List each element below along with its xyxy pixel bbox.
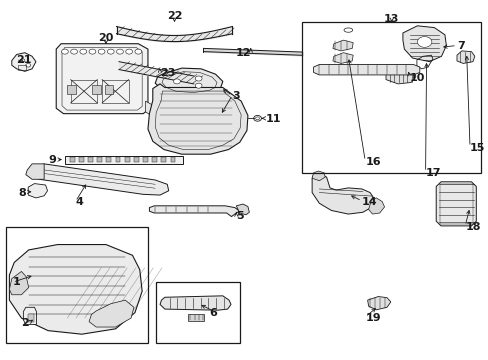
Circle shape: [98, 49, 105, 54]
Circle shape: [26, 63, 31, 67]
Bar: [88, 157, 93, 162]
Bar: [28, 315, 34, 322]
Bar: [161, 157, 166, 162]
Text: 4: 4: [75, 197, 83, 207]
Bar: [134, 157, 139, 162]
Bar: [71, 80, 97, 103]
Polygon shape: [368, 198, 384, 214]
Text: 14: 14: [361, 197, 377, 207]
Polygon shape: [367, 297, 390, 310]
Text: 1: 1: [13, 277, 20, 287]
Polygon shape: [236, 204, 249, 215]
Circle shape: [80, 49, 86, 54]
Polygon shape: [56, 44, 148, 114]
Polygon shape: [9, 271, 29, 295]
Polygon shape: [89, 300, 134, 327]
Text: 2: 2: [21, 319, 29, 328]
Bar: [102, 80, 128, 103]
Polygon shape: [9, 244, 142, 334]
Polygon shape: [28, 184, 47, 198]
Bar: [6, 226, 148, 343]
Text: 15: 15: [469, 143, 485, 153]
Polygon shape: [160, 296, 230, 310]
Bar: [92, 85, 101, 94]
Bar: [439, 184, 472, 224]
Text: 16: 16: [365, 157, 380, 167]
Polygon shape: [311, 171, 325, 181]
Text: 23: 23: [160, 68, 175, 78]
Text: 20: 20: [98, 33, 113, 43]
Bar: [115, 157, 120, 162]
Polygon shape: [456, 51, 474, 63]
Bar: [65, 156, 183, 164]
Polygon shape: [332, 40, 352, 51]
Bar: [152, 157, 157, 162]
Polygon shape: [26, 164, 44, 179]
Polygon shape: [148, 84, 247, 154]
Circle shape: [195, 76, 202, 81]
Text: 18: 18: [464, 222, 480, 231]
Circle shape: [20, 59, 25, 62]
Text: 8: 8: [18, 188, 26, 198]
Circle shape: [116, 49, 123, 54]
Polygon shape: [435, 182, 475, 226]
Bar: [67, 85, 75, 94]
Text: 7: 7: [456, 41, 464, 50]
Circle shape: [195, 83, 202, 88]
Text: 6: 6: [209, 308, 217, 318]
Text: 9: 9: [48, 155, 56, 165]
Bar: [104, 85, 113, 94]
Polygon shape: [31, 164, 168, 195]
Circle shape: [135, 49, 142, 54]
Polygon shape: [149, 206, 239, 217]
Bar: [170, 157, 175, 162]
Circle shape: [89, 49, 96, 54]
Bar: [187, 315, 204, 321]
Text: 17: 17: [425, 168, 440, 178]
Polygon shape: [313, 64, 419, 75]
Bar: [18, 64, 26, 70]
Polygon shape: [402, 26, 446, 62]
Bar: [302, 22, 480, 173]
Polygon shape: [155, 68, 223, 96]
Polygon shape: [12, 53, 36, 71]
Polygon shape: [332, 53, 352, 63]
Circle shape: [173, 79, 180, 84]
Text: 11: 11: [265, 114, 280, 124]
Bar: [143, 157, 148, 162]
Bar: [97, 157, 102, 162]
Circle shape: [417, 37, 431, 47]
Ellipse shape: [343, 28, 352, 32]
Bar: [70, 157, 74, 162]
Text: 10: 10: [409, 73, 425, 83]
Circle shape: [253, 116, 261, 121]
Polygon shape: [23, 307, 36, 324]
Bar: [156, 282, 239, 343]
Text: 3: 3: [232, 91, 240, 101]
Text: 5: 5: [236, 211, 244, 221]
Bar: [124, 157, 129, 162]
Text: 12: 12: [235, 48, 250, 58]
Circle shape: [107, 49, 114, 54]
Text: 19: 19: [365, 313, 380, 323]
Polygon shape: [145, 101, 156, 117]
Text: 21: 21: [16, 55, 32, 65]
Bar: [79, 157, 83, 162]
Circle shape: [125, 49, 132, 54]
Text: 13: 13: [384, 14, 399, 24]
Polygon shape: [385, 68, 415, 84]
Text: 22: 22: [166, 11, 182, 21]
Circle shape: [61, 49, 68, 54]
Circle shape: [71, 49, 77, 54]
Bar: [106, 157, 111, 162]
Polygon shape: [311, 174, 374, 214]
